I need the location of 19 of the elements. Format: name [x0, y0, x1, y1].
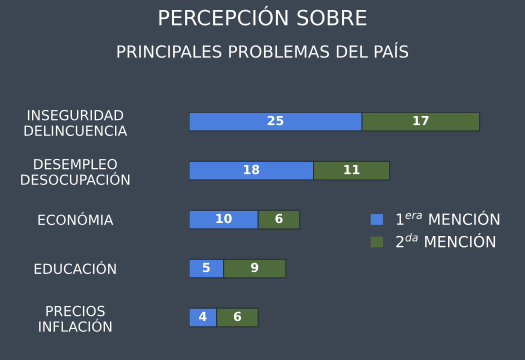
legend-label: 1$^{era}$ MENCIÓN: [396, 210, 500, 225]
data-label: 5: [202, 262, 210, 272]
data-label: 4: [199, 312, 207, 321]
data-label: 10: [216, 214, 232, 224]
data-label: 6: [275, 214, 283, 224]
legend-label: 2$^{da}$ MENCIÓN: [396, 233, 496, 248]
y-tick-label: PRECIOS INFLACIÓN: [39, 306, 112, 332]
chart-subtitle: PRINCIPALES PROBLEMAS DEL PAÍS: [118, 42, 408, 58]
y-tick-label: ECONÓMIA: [38, 212, 114, 226]
data-label: 25: [268, 116, 284, 126]
data-label: 6: [234, 312, 242, 322]
y-tick-label: EDUCACIÓN: [34, 260, 116, 274]
data-label: 17: [414, 116, 429, 126]
chart-title: PERCEPCIÓN SOBRE: [159, 6, 366, 26]
y-tick-label: DESEMPLEO DESOCUPACIÓN: [21, 158, 130, 185]
data-label: 18: [244, 164, 260, 174]
data-label: 11: [344, 164, 360, 174]
data-label: 9: [251, 262, 258, 272]
y-tick-label: INSEGURIDAD DELINCUENCIA: [24, 110, 128, 136]
